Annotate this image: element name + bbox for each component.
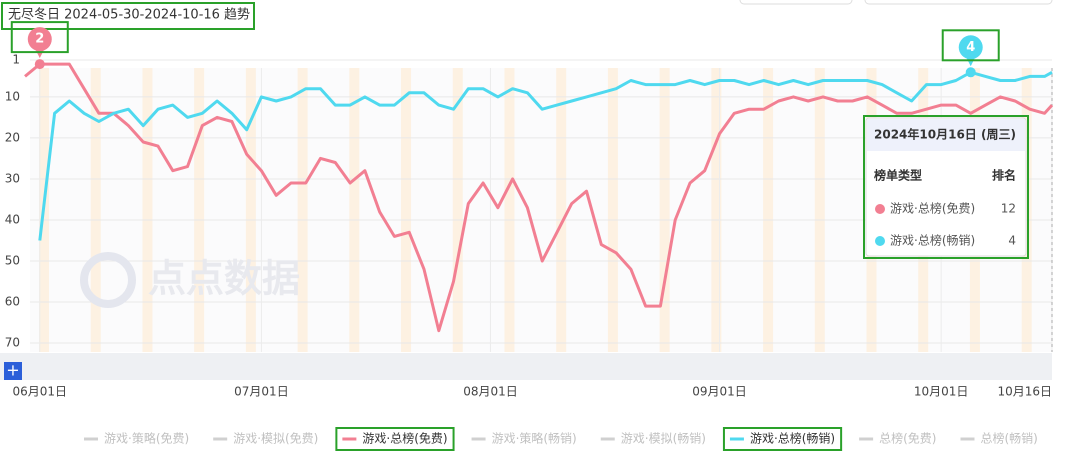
x-tick-label: 08月01日	[463, 385, 518, 399]
weekend-band	[659, 68, 670, 352]
min-pin-head	[27, 27, 52, 52]
watermark-logo	[80, 252, 136, 308]
tooltip-title: 2024年10月16日 (周三)	[874, 127, 1016, 142]
weekend-band	[401, 68, 412, 352]
legend-label: 游戏·模拟(免费)	[233, 431, 318, 446]
y-tick-label: 1	[12, 53, 20, 67]
min-label: 4	[966, 40, 975, 55]
tooltip	[865, 117, 1027, 257]
weekend-band	[504, 68, 515, 352]
weekend-band	[297, 68, 308, 352]
tooltip-dot	[875, 204, 885, 214]
weekend-band	[607, 68, 618, 352]
tooltip-value: 4	[1008, 234, 1016, 248]
tooltip-name: 游戏·总榜(畅销)	[890, 233, 975, 248]
legend-label: 总榜(免费)	[879, 431, 936, 446]
x-tick-label: 10月16日	[997, 385, 1052, 399]
weekend-band	[814, 68, 825, 352]
watermark: 点点数据	[148, 257, 300, 301]
weekend-band	[142, 68, 153, 352]
zoom-icon: +	[6, 361, 19, 380]
tooltip-value: 12	[1001, 202, 1016, 216]
tooltip-dot	[875, 236, 885, 246]
toolbar-button[interactable]	[739, 0, 853, 5]
y-tick-label: 40	[5, 212, 20, 226]
highlight-box	[10, 21, 69, 54]
legend-label: 游戏·策略(免费)	[104, 431, 189, 446]
weekend-band	[194, 68, 205, 352]
chart-title: 无尽冬日 2024-05-30-2024-10-16 趋势	[8, 7, 250, 23]
weekend-band	[245, 68, 256, 352]
y-tick-label: 60	[5, 294, 20, 308]
y-tick-label: 70	[5, 336, 20, 350]
y-tick-label: 20	[5, 130, 20, 144]
y-tick-label: 30	[5, 171, 20, 185]
y-tick-label: 50	[5, 253, 20, 267]
zoom-button[interactable]	[4, 362, 22, 380]
highlight-box	[941, 29, 1000, 62]
weekend-band	[452, 68, 463, 352]
weekend-band	[349, 68, 360, 352]
legend-label: 游戏·模拟(畅销)	[621, 432, 706, 446]
tooltip-header-bg	[867, 119, 1025, 151]
weekend-band	[763, 68, 774, 352]
series-line	[38, 70, 1053, 241]
min-point	[34, 59, 45, 70]
zoom-bar	[0, 353, 1052, 380]
weekend-band	[90, 68, 101, 352]
weekend-band	[1021, 68, 1032, 352]
min-point	[965, 67, 976, 78]
min-label: 2	[35, 32, 44, 47]
tooltip-col: 排名	[992, 168, 1016, 183]
series-line	[24, 62, 1054, 333]
toolbar-button[interactable]	[864, 0, 1053, 5]
legend-label: 总榜(畅销)	[981, 431, 1038, 446]
y-tick-label: 10	[5, 89, 20, 103]
x-tick-label: 10月01日	[914, 385, 969, 399]
highlight-box	[863, 115, 1029, 259]
weekend-band	[556, 68, 567, 352]
x-tick-label: 07月01日	[234, 385, 289, 399]
min-pin-head	[958, 35, 983, 60]
tooltip-col: 榜单类型	[874, 168, 922, 183]
highlight-box	[335, 427, 455, 451]
x-tick-label: 09月01日	[692, 385, 747, 399]
legend-label: 游戏·总榜(免费)	[362, 431, 447, 446]
tooltip-name: 游戏·总榜(免费)	[890, 201, 975, 216]
legend-label: 游戏·总榜(畅销)	[750, 431, 835, 446]
legend-label: 游戏·策略(畅销)	[492, 431, 577, 446]
weekend-band	[711, 68, 722, 352]
x-tick-label: 06月01日	[13, 385, 68, 399]
highlight-box	[722, 427, 843, 451]
highlight-box	[1, 2, 255, 30]
